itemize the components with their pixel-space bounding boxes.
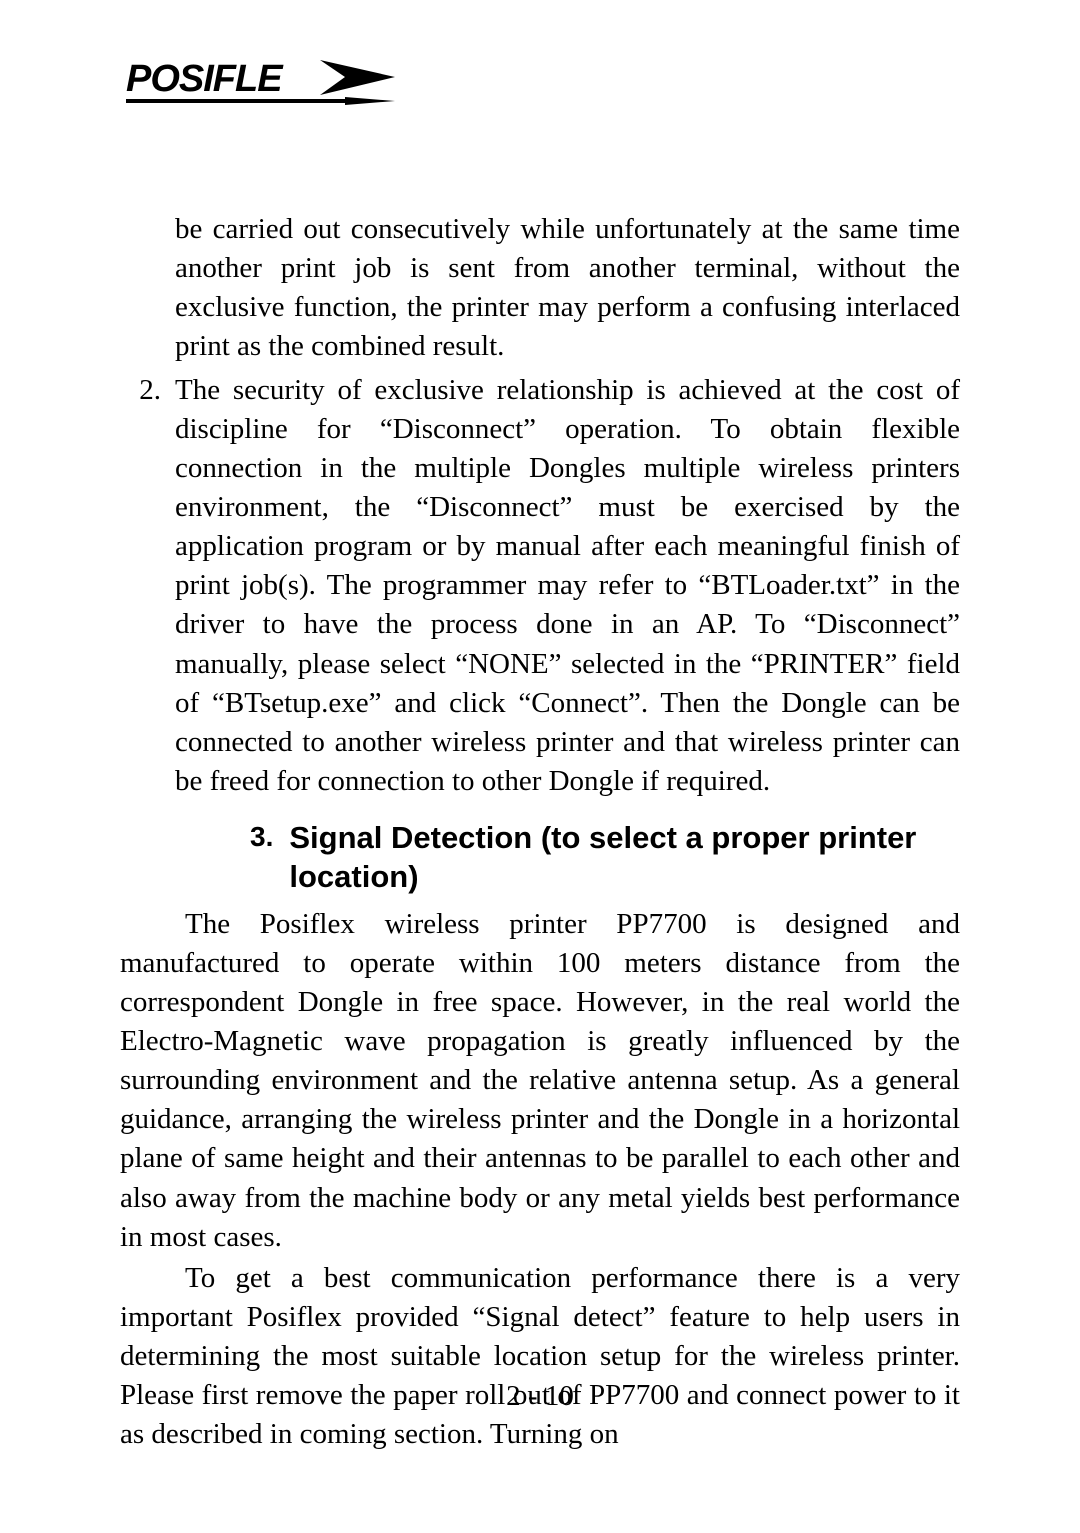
heading-text: Signal Detection (to select a proper pri… bbox=[289, 819, 960, 897]
list-text: The security of exclusive relationship i… bbox=[175, 371, 960, 802]
body-paragraph-1: The Posiflex wireless printer PP7700 is … bbox=[120, 905, 960, 1257]
brand-logo: POSIFLE bbox=[120, 55, 960, 120]
heading-number: 3. bbox=[250, 819, 289, 897]
section-heading: 3. Signal Detection (to select a proper … bbox=[120, 819, 960, 897]
svg-text:POSIFLE: POSIFLE bbox=[126, 58, 284, 100]
continued-paragraph: be carried out consecutively while unfor… bbox=[175, 210, 960, 367]
list-item-2: 2. The security of exclusive relationshi… bbox=[120, 371, 960, 802]
list-number: 2. bbox=[120, 371, 175, 802]
page-number: 2 - 10 bbox=[0, 1380, 1080, 1413]
body-paragraph-2: To get a best communication performance … bbox=[120, 1259, 960, 1455]
